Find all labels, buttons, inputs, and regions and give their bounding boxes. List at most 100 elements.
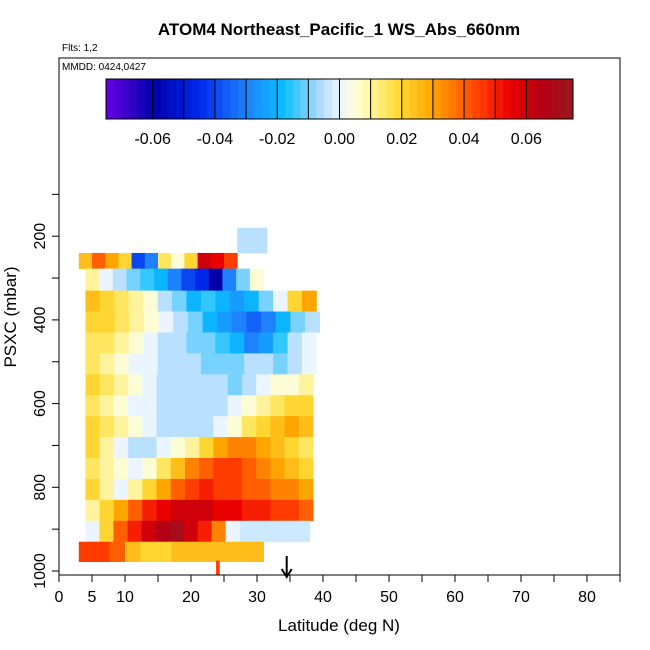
heatmap-cell <box>171 252 185 270</box>
heatmap-cell <box>78 252 93 270</box>
colorbar-segment <box>417 79 426 119</box>
heatmap-cell <box>114 290 130 312</box>
colorbar-segment <box>246 79 255 119</box>
heatmap-cell <box>156 374 172 396</box>
colorbar-segment <box>191 79 200 119</box>
heatmap-cells <box>78 227 321 576</box>
heatmap-cell <box>213 416 229 438</box>
x-tick-label: 30 <box>248 589 266 606</box>
heatmap-cell <box>227 395 243 417</box>
heatmap-cell <box>284 374 300 396</box>
plot-frame <box>58 57 621 576</box>
colorbar-segment <box>541 79 551 119</box>
heatmap-cell <box>185 374 200 396</box>
heatmap-cell <box>170 374 186 396</box>
heatmap-cell <box>273 290 288 312</box>
heatmap-cell <box>143 332 158 354</box>
colorbar-segment <box>176 79 185 119</box>
heatmap-cell <box>85 395 101 417</box>
heatmap-cell <box>305 311 321 333</box>
heatmap-cell <box>143 290 158 312</box>
heatmap-cell <box>170 437 186 459</box>
heatmap-cell <box>213 437 229 459</box>
heatmap-cell <box>113 458 129 480</box>
colorbar-segment <box>565 79 574 119</box>
heatmap-cell <box>284 416 300 438</box>
heatmap-cell <box>170 458 186 480</box>
heatmap-cell <box>236 268 251 291</box>
colorbar-segment <box>425 79 434 119</box>
dates-label: MMDD: 0424,0427 <box>62 62 146 73</box>
heatmap-cell <box>267 520 283 543</box>
colorbar-segment <box>285 79 294 119</box>
heatmap-cell <box>239 520 255 543</box>
heatmap-cell <box>85 437 101 459</box>
heatmap-cell <box>256 416 271 438</box>
heatmap-cell <box>129 311 145 333</box>
heatmap-cell <box>131 252 146 270</box>
colorbar-tick-label: -0.02 <box>259 131 296 148</box>
heatmap-cell <box>128 437 143 459</box>
colorbar-segment <box>347 79 356 119</box>
heatmap-cell <box>258 332 274 354</box>
heatmap-cell <box>301 332 317 354</box>
heatmap-cell <box>298 416 314 438</box>
heatmap-cell <box>99 290 115 312</box>
colorbar-segment <box>144 79 154 119</box>
heatmap-cell <box>284 499 300 522</box>
heatmap-cell <box>186 332 202 354</box>
heatmap-cell <box>215 290 231 312</box>
y-tick-label: 1000 <box>32 553 49 589</box>
heatmap-cell <box>142 458 157 480</box>
colorbar-segment <box>222 79 232 119</box>
heatmap-cell <box>256 437 271 459</box>
colorbar-segment <box>137 79 146 119</box>
heatmap-cell <box>237 242 248 254</box>
colorbar-tick-label: -0.06 <box>134 131 171 148</box>
heatmap-cell <box>85 478 101 501</box>
heatmap-cell <box>202 541 218 562</box>
colorbar-segment <box>214 79 224 119</box>
heatmap-cell <box>85 311 101 333</box>
heatmap-cell <box>126 268 141 291</box>
colorbar-segment <box>152 79 161 119</box>
heatmap-cell <box>227 478 243 501</box>
heatmap-cell <box>113 499 129 522</box>
flights-label: Flts: 1,2 <box>62 43 98 54</box>
heatmap-cell <box>185 458 200 480</box>
heatmap-cell <box>258 353 274 375</box>
heatmap-cell <box>99 458 115 480</box>
heatmap-cell <box>208 268 223 291</box>
heatmap-cell <box>199 416 214 438</box>
heatmap-cell <box>140 268 155 291</box>
colorbar-segment <box>362 79 372 119</box>
colorbar-tick-label: 0.04 <box>448 131 479 148</box>
heatmap-cell <box>172 353 187 375</box>
heatmap-cell <box>118 252 132 270</box>
heatmap-cell <box>284 437 300 459</box>
colorbar-segment <box>487 79 496 119</box>
heatmap-cell <box>128 478 143 501</box>
heatmap-cell <box>270 437 286 459</box>
heatmap-cell <box>246 311 262 333</box>
heatmap-cell <box>169 520 184 543</box>
colorbar-segment <box>199 79 208 119</box>
heatmap-cell <box>142 478 157 501</box>
heatmap-cell <box>270 458 286 480</box>
heatmap-cell <box>256 478 271 501</box>
heatmap-cell <box>227 374 243 396</box>
colorbar-segment <box>160 79 169 119</box>
colorbar-segment <box>386 79 395 119</box>
heatmap-cell <box>298 437 314 459</box>
y-axis: 200 400 600 800 1000 <box>32 193 59 589</box>
colorbar-segment <box>526 79 535 119</box>
heatmap-cell <box>94 541 110 562</box>
heatmap-cell <box>200 353 216 375</box>
heatmap-cell <box>229 290 245 312</box>
heatmap-cell <box>187 311 203 333</box>
x-tick-label: 10 <box>116 589 134 606</box>
heatmap-cell <box>298 478 314 501</box>
heatmap-cell <box>229 353 245 375</box>
colorbar-segment <box>401 79 411 119</box>
colorbar-segment <box>106 79 115 119</box>
